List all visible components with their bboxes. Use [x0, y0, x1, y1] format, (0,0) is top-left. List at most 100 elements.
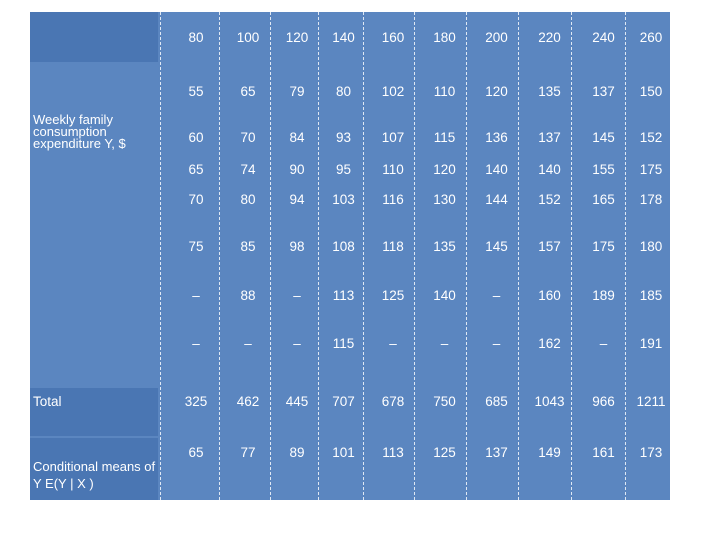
consumption-value: 155: [592, 162, 615, 177]
consumption-value: 74: [240, 162, 256, 177]
consumption-value: –: [599, 336, 608, 351]
consumption-value: 115: [332, 336, 355, 351]
consumption-value: 175: [592, 239, 615, 254]
column-divider: [466, 12, 468, 500]
consumption-value: 137: [538, 130, 561, 145]
consumption-value: 108: [332, 239, 355, 254]
conditional-mean-value: 89: [289, 445, 305, 460]
consumption-value: 110: [382, 162, 404, 177]
column-divider: [518, 12, 520, 500]
consumption-value: 90: [289, 162, 305, 177]
consumption-value: 118: [382, 239, 404, 254]
conditional-mean-value: 77: [240, 445, 256, 460]
total-value: 750: [433, 394, 456, 409]
consumption-value: 135: [433, 239, 456, 254]
total-value: 966: [592, 394, 615, 409]
income-consumption-table: Weekly family consumption expenditure Y,…: [30, 12, 670, 500]
column-divider: [219, 12, 221, 500]
total-value: 1043: [534, 394, 565, 409]
header-x-value: 200: [485, 30, 508, 45]
consumption-value: 180: [639, 239, 663, 254]
consumption-value: 102: [381, 84, 405, 99]
consumption-value: 140: [433, 288, 456, 303]
consumption-value: 80: [335, 84, 352, 99]
consumption-value: 94: [289, 192, 305, 207]
consumption-value: 160: [538, 288, 561, 303]
consumption-value: 98: [289, 239, 305, 254]
consumption-value: 85: [240, 239, 256, 254]
total-value: 707: [332, 394, 355, 409]
total-label: Total: [33, 394, 62, 409]
total-value: 462: [236, 394, 260, 409]
consumption-value: –: [293, 288, 301, 303]
consumption-value: 136: [485, 130, 508, 145]
consumption-value: –: [440, 336, 449, 351]
consumption-value: 144: [485, 192, 508, 207]
means-label: Conditional means of Y E(Y | X ): [33, 459, 156, 491]
consumption-value: 70: [188, 192, 204, 207]
column-divider: [270, 12, 272, 500]
header-x-value: 120: [285, 30, 309, 45]
total-value: 678: [381, 394, 405, 409]
consumption-value: 60: [188, 130, 204, 145]
header-x-value: 220: [538, 30, 561, 45]
consumption-value: 175: [639, 162, 663, 177]
header-x-value: 140: [332, 30, 355, 45]
consumption-value: –: [244, 336, 252, 351]
consumption-value: 120: [485, 84, 508, 99]
consumption-value: 55: [188, 84, 204, 99]
consumption-value: 145: [485, 239, 508, 254]
consumption-value: 140: [485, 162, 508, 177]
y-axis-label: Weekly family consumption expenditure Y,…: [33, 112, 126, 151]
consumption-value: –: [293, 336, 301, 351]
header-x-value: 160: [381, 30, 405, 45]
header-x-value: 100: [236, 30, 260, 45]
column-divider: [160, 12, 162, 500]
conditional-mean-value: 113: [382, 445, 404, 460]
consumption-value: 120: [433, 162, 456, 177]
consumption-value: 116: [382, 192, 404, 207]
consumption-value: –: [389, 336, 397, 351]
conditional-mean-value: 173: [639, 445, 663, 460]
consumption-value: 103: [332, 192, 355, 207]
conditional-mean-value: 161: [592, 445, 615, 460]
column-divider: [318, 12, 320, 500]
consumption-value: 191: [639, 336, 663, 351]
consumption-value: 84: [289, 130, 305, 145]
consumption-value: –: [492, 336, 501, 351]
consumption-value: –: [192, 288, 200, 303]
header-x-value: 180: [433, 30, 456, 45]
total-value: 445: [285, 394, 309, 409]
consumption-value: 150: [639, 84, 663, 99]
total-value: 685: [485, 394, 508, 409]
header-corner-cell: [30, 12, 158, 62]
consumption-value: –: [192, 336, 200, 351]
column-divider: [414, 12, 416, 500]
consumption-value: 70: [240, 130, 256, 145]
header-x-value: 80: [188, 30, 204, 45]
total-value: 325: [184, 394, 208, 409]
consumption-value: 130: [433, 192, 456, 207]
consumption-value: 75: [188, 239, 204, 254]
means-label-band: [30, 438, 158, 500]
consumption-value: 113: [332, 288, 355, 303]
consumption-value: 80: [240, 192, 256, 207]
consumption-value: 152: [538, 192, 561, 207]
consumption-value: 115: [433, 130, 456, 145]
column-divider: [363, 12, 365, 500]
consumption-value: 189: [592, 288, 615, 303]
consumption-value: 110: [433, 84, 456, 99]
consumption-value: 152: [639, 130, 663, 145]
consumption-value: –: [492, 288, 501, 303]
consumption-value: 137: [592, 84, 615, 99]
conditional-mean-value: 101: [332, 445, 355, 460]
consumption-value: 65: [188, 162, 204, 177]
total-value: 1211: [636, 394, 666, 409]
consumption-value: 88: [240, 288, 256, 303]
consumption-value: 107: [381, 130, 405, 145]
consumption-value: 125: [381, 288, 405, 303]
consumption-value: 157: [538, 239, 561, 254]
conditional-mean-value: 149: [538, 445, 561, 460]
consumption-value: 65: [240, 84, 256, 99]
header-x-value: 260: [639, 30, 663, 45]
